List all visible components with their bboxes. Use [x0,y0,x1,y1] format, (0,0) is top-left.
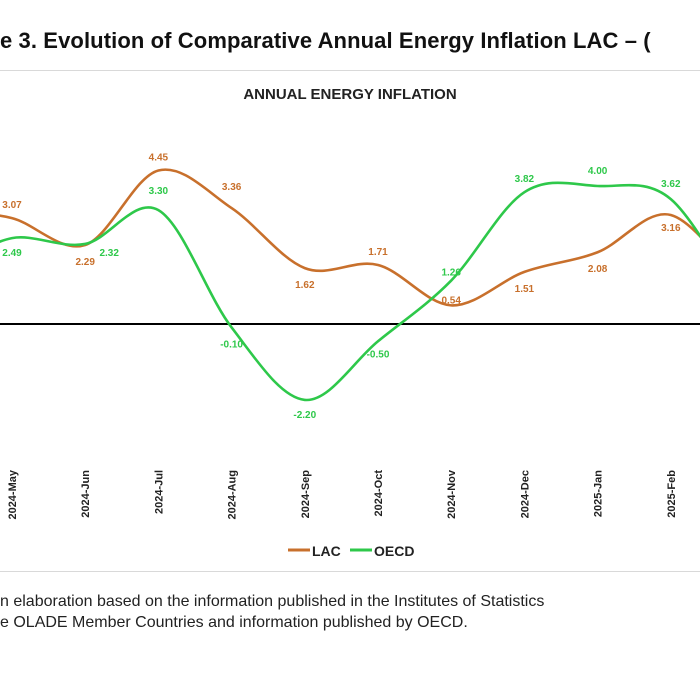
data-label-lac: 2.08 [588,264,608,275]
data-label-oecd: 2.32 [99,248,119,259]
data-label-lac: 1.62 [295,280,315,291]
data-label-lac: 0.54 [441,295,461,306]
data-label-oecd: 2.49 [2,248,22,259]
data-label-lac: 3.07 [2,200,22,211]
data-label-oecd: -0.50 [367,349,390,360]
x-tick-label: 2024-May [7,469,19,519]
source-note: n elaboration based on the information p… [0,591,700,633]
data-label-oecd: 3.62 [661,179,681,190]
x-tick-label: 2024-Jul [153,470,165,514]
chart-frame [0,70,700,572]
source-note-line-1: n elaboration based on the information p… [0,593,545,610]
legend-label-oecd: OECD [374,543,414,559]
data-label-oecd: 1.26 [441,268,461,279]
data-label-oecd: -0.10 [220,339,243,350]
data-label-oecd: -2.20 [293,410,316,421]
x-tick-label: 2024-Oct [373,470,385,517]
legend-label-lac: LAC [312,543,341,559]
data-label-oecd: 3.82 [515,174,535,185]
data-label-oecd: 4.00 [588,166,608,177]
line-chart: ANNUAL ENERGY INFLATION 3.07 2.29 4.45 3.36 1… [0,86,700,559]
data-label-lac: 3.36 [222,182,242,193]
x-tick-label: 2025-Feb [666,470,678,518]
x-tick-label: 2024-Nov [446,469,458,519]
x-tick-label: 2024-Sep [300,470,312,519]
series-line-oecd [0,181,700,402]
data-label-lac: 1.51 [515,284,535,295]
data-label-lac: 3.16 [661,223,681,234]
data-label-lac: 1.71 [368,247,388,258]
x-tick-label: 2024-Jun [80,470,92,518]
data-label-lac: 2.29 [75,257,95,268]
figure-title: e 3. Evolution of Comparative Annual Ene… [0,28,651,53]
data-label-lac: 4.45 [149,152,169,163]
x-tick-label: 2024-Dec [519,470,531,518]
series-line-lac [0,168,700,307]
chart-title: ANNUAL ENERGY INFLATION [243,86,456,103]
data-label-oecd: 3.30 [149,186,169,197]
source-note-line-2: e OLADE Member Countries and information… [0,614,468,631]
x-tick-label: 2024-Aug [227,470,239,520]
x-tick-label: 2025-Jan [593,470,605,517]
